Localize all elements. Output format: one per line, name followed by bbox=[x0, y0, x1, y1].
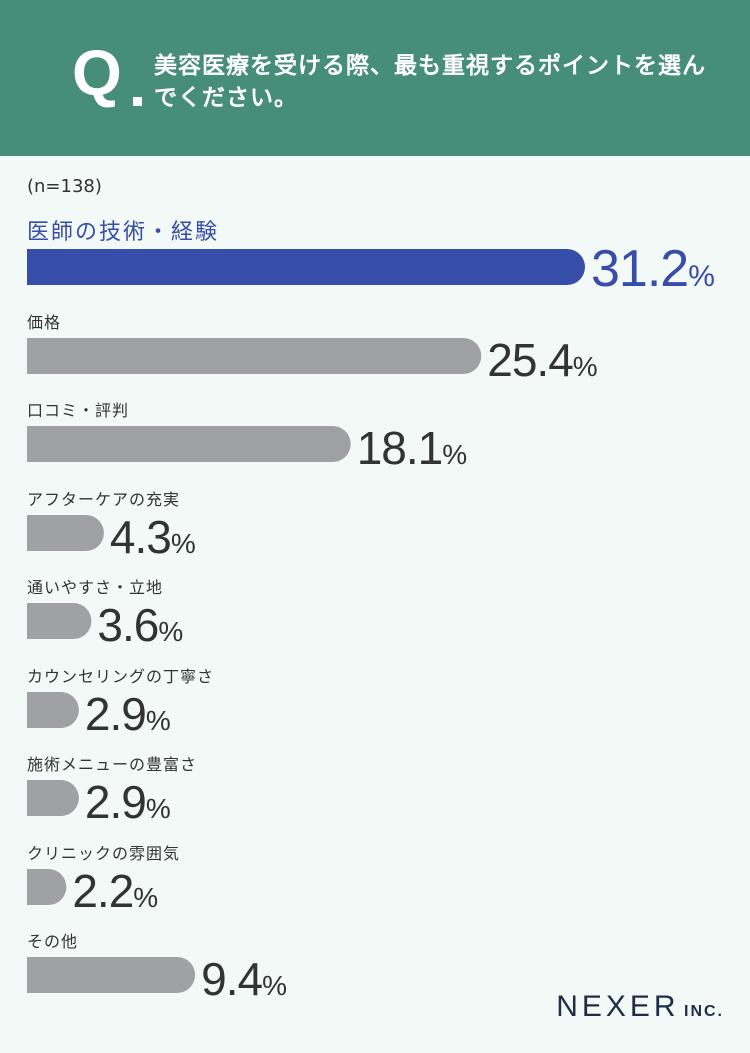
sample-size: (n=138) bbox=[27, 176, 102, 197]
category-label: アフターケアの充実 bbox=[27, 490, 181, 509]
value-unit: % bbox=[688, 260, 715, 293]
value-unit: % bbox=[170, 528, 196, 559]
bar bbox=[27, 249, 585, 285]
value-number: 4.3 bbox=[109, 511, 172, 563]
value-unit: % bbox=[133, 882, 159, 913]
bar bbox=[27, 515, 104, 551]
question-text: 美容医療を受ける際、最も重視するポイントを選んでください。 bbox=[154, 53, 706, 111]
category-label: その他 bbox=[27, 932, 79, 951]
value-unit: % bbox=[572, 351, 598, 382]
value-unit: % bbox=[158, 616, 184, 647]
category-label: 価格 bbox=[27, 313, 62, 332]
bar bbox=[27, 692, 79, 728]
value-number: 3.6 bbox=[97, 599, 159, 651]
bar bbox=[27, 338, 482, 374]
category-label: カウンセリングの丁寧さ bbox=[27, 667, 215, 686]
bar bbox=[27, 780, 79, 816]
value-number: 2.9 bbox=[84, 776, 147, 828]
value-label: 18.1% bbox=[357, 421, 467, 475]
value-unit: % bbox=[442, 439, 468, 470]
nexer-logo: NEXER INC. bbox=[556, 990, 724, 1024]
value-number: 18.1 bbox=[356, 422, 444, 474]
q-dot-decoration bbox=[133, 97, 142, 106]
value-label: 3.6% bbox=[97, 598, 183, 652]
value-number: 2.9 bbox=[84, 688, 147, 740]
value-label: 2.9% bbox=[85, 687, 171, 741]
category-label: 口コミ・評判 bbox=[27, 401, 130, 420]
value-number: 31.2 bbox=[591, 240, 689, 298]
value-label: 25.4% bbox=[487, 333, 597, 387]
category-label: 通いやすさ・立地 bbox=[27, 578, 164, 597]
category-label: 施術メニューの豊富さ bbox=[27, 755, 198, 774]
logo-suffix: INC. bbox=[684, 1003, 724, 1020]
value-unit: % bbox=[262, 970, 287, 1001]
bar bbox=[27, 957, 196, 993]
value-label: 2.9% bbox=[85, 775, 171, 829]
bar bbox=[27, 869, 67, 905]
value-number: 25.4 bbox=[487, 334, 574, 386]
bar bbox=[27, 603, 92, 639]
category-label: 医師の技術・経験 bbox=[27, 220, 220, 245]
value-number: 9.4 bbox=[201, 953, 263, 1005]
value-label: 9.4% bbox=[201, 952, 287, 1006]
logo-name: NEXER bbox=[556, 990, 680, 1023]
category-label: クリニックの雰囲気 bbox=[27, 844, 181, 863]
value-label: 4.3% bbox=[110, 510, 196, 564]
value-unit: % bbox=[145, 793, 171, 824]
question-header: Q 美容医療を受ける際、最も重視するポイントを選んでください。 bbox=[0, 0, 750, 156]
q-letter: Q bbox=[72, 37, 122, 109]
value-label: 31.2% bbox=[591, 239, 715, 299]
value-label: 2.2% bbox=[72, 864, 158, 918]
value-number: 2.2 bbox=[72, 865, 134, 917]
bar bbox=[27, 426, 351, 462]
value-unit: % bbox=[145, 705, 171, 736]
